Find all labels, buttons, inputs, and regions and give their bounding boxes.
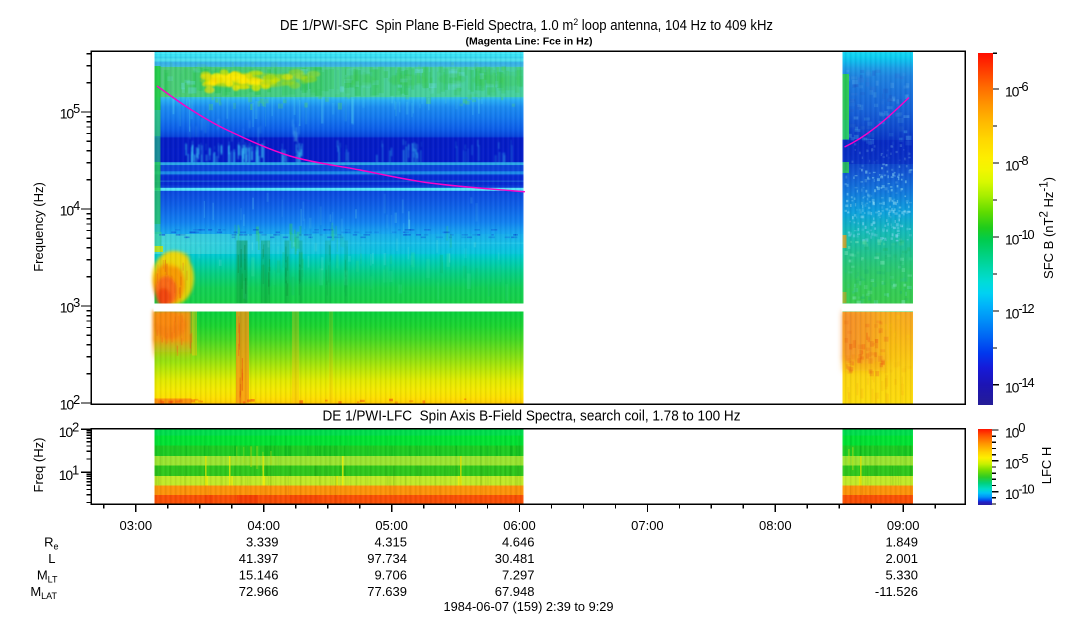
svg-text:06:00: 06:00 xyxy=(503,518,536,533)
svg-text:67.948: 67.948 xyxy=(495,584,535,599)
svg-text:05:00: 05:00 xyxy=(375,518,408,533)
svg-text:97.734: 97.734 xyxy=(367,551,407,566)
svg-text:DE 1/PWI-SFC Spin Plane B-Fie: DE 1/PWI-SFC Spin Plane B-Field Spectra,… xyxy=(280,17,773,34)
svg-text:1.849: 1.849 xyxy=(885,535,918,550)
svg-text:30.481: 30.481 xyxy=(495,551,535,566)
svg-text:15.146: 15.146 xyxy=(239,568,279,583)
svg-text:5.330: 5.330 xyxy=(885,568,918,583)
svg-text:L: L xyxy=(48,551,55,566)
svg-text:DE 1/PWI-LFC Spin Axis B-Fiel: DE 1/PWI-LFC Spin Axis B-Field Spectra, … xyxy=(323,409,741,425)
svg-text:04:00: 04:00 xyxy=(247,518,280,533)
svg-text:4.646: 4.646 xyxy=(502,535,535,550)
svg-text:Frequency (Hz): Frequency (Hz) xyxy=(31,182,46,272)
svg-text:SFC B (nT2 Hz-1): SFC B (nT2 Hz-1) xyxy=(1039,177,1057,279)
svg-text:LFC H: LFC H xyxy=(1039,447,1054,485)
svg-text:(Magenta Line: Fce in Hz): (Magenta Line: Fce in Hz) xyxy=(466,37,593,48)
svg-text:2.001: 2.001 xyxy=(885,551,918,566)
svg-text:1984-06-07 (159) 2:39 to 9:29: 1984-06-07 (159) 2:39 to 9:29 xyxy=(444,599,614,614)
svg-text:72.966: 72.966 xyxy=(239,584,279,599)
svg-text:9.706: 9.706 xyxy=(374,568,407,583)
svg-text:-11.526: -11.526 xyxy=(875,584,918,599)
svg-text:03:00: 03:00 xyxy=(120,518,153,533)
svg-text:3.339: 3.339 xyxy=(246,535,279,550)
svg-text:4.315: 4.315 xyxy=(374,535,407,550)
svg-text:08:00: 08:00 xyxy=(759,518,792,533)
svg-text:09:00: 09:00 xyxy=(887,518,920,533)
svg-text:Freq (Hz): Freq (Hz) xyxy=(31,438,46,493)
svg-text:41.397: 41.397 xyxy=(239,551,279,566)
svg-text:77.639: 77.639 xyxy=(367,584,407,599)
svg-text:07:00: 07:00 xyxy=(631,518,664,533)
svg-text:7.297: 7.297 xyxy=(502,568,535,583)
